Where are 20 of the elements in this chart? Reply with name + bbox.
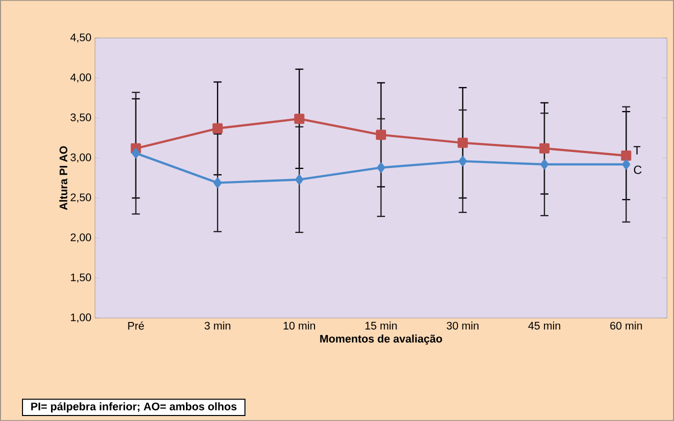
y-tick-label: 2,50 (70, 193, 92, 203)
x-tick-label: 30 min (446, 322, 478, 330)
x-tick-label: 45 min (528, 322, 560, 330)
series-label: C (634, 166, 642, 174)
y-axis-title: Altura PI AO (59, 146, 68, 210)
text: PI= pálpebra inferior; AO= ambos olhos (31, 402, 236, 412)
y-tick-label: 2,00 (70, 233, 92, 243)
x-tick-label: 15 min (365, 322, 397, 330)
y-tick-label: 1,50 (70, 273, 92, 283)
y-tick-label: 4,00 (70, 73, 92, 83)
y-tick-label: 1,00 (70, 313, 92, 323)
x-tick-label: Pré (128, 322, 144, 330)
x-axis-title: Momentos de avaliação (320, 334, 442, 345)
series-label: T (634, 146, 640, 154)
x-tick-label: 10 min (284, 322, 316, 330)
y-tick-label: 3,00 (70, 153, 92, 163)
x-tick-label: 60 min (610, 322, 642, 330)
y-tick-label: 3,50 (70, 113, 92, 123)
y-tick-label: 4,50 (70, 33, 92, 43)
x-tick-label: 3 min (204, 322, 230, 330)
